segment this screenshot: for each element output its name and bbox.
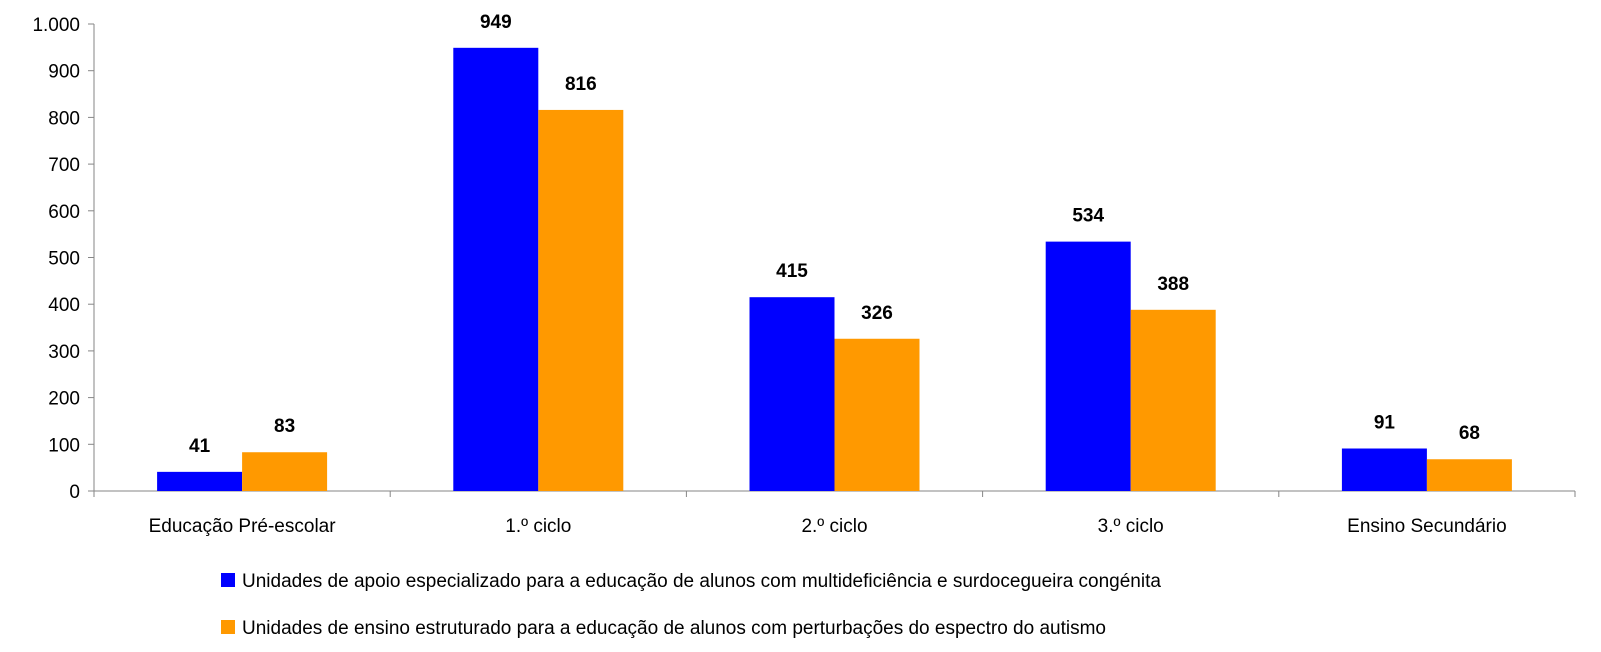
data-label: 83 [274,416,295,437]
bar [1045,241,1131,491]
axes: 0 100 200 300 400 500 600 700 800 900 1.000 Educaçã… [32,15,1576,537]
data-label: 415 [776,261,808,282]
bar [749,297,835,491]
bars [157,47,1512,491]
legend-swatch [221,573,235,587]
x-tick-label: 2.º ciclo [801,516,867,537]
y-tick-label: 200 [48,389,80,410]
bar [242,452,328,491]
data-label: 68 [1459,423,1480,444]
x-tick-label: 1.º ciclo [505,516,571,537]
y-tick-label: 600 [48,202,80,223]
data-label: 534 [1072,206,1104,227]
x-tick-label: 3.º ciclo [1098,516,1164,537]
x-tick-label: Ensino Secundário [1347,516,1507,537]
data-labels: 41 83 949 816 415 326 534 388 91 68 [189,12,1480,457]
bar [453,47,539,491]
bar [1341,448,1427,491]
y-tick-label: 300 [48,342,80,363]
legend-label: Unidades de apoio especializado para a e… [242,571,1161,592]
data-label: 816 [565,74,597,95]
y-tick-label: 800 [48,108,80,129]
y-tick-label: 1.000 [32,15,80,36]
data-label: 91 [1374,413,1396,434]
y-tick-label: 400 [48,295,80,316]
y-tick-label: 700 [48,155,80,176]
data-label: 388 [1157,274,1189,295]
bar [538,109,624,491]
y-tick-label: 0 [69,482,80,503]
bar [1130,309,1216,491]
legend-label: Unidades de ensino estruturado para a ed… [242,618,1106,639]
x-tick-label: Educação Pré-escolar [149,516,337,537]
y-tick-label: 500 [48,249,80,270]
bar [1426,459,1512,491]
bar [157,471,243,491]
bar [834,338,920,491]
legend-swatch [221,620,235,634]
data-label: 949 [480,12,512,33]
y-tick-label: 100 [48,435,80,456]
data-label: 41 [189,436,211,457]
y-tick-label: 900 [48,62,80,83]
data-label: 326 [861,303,893,324]
legend: Unidades de apoio especializado para a e… [221,571,1161,639]
